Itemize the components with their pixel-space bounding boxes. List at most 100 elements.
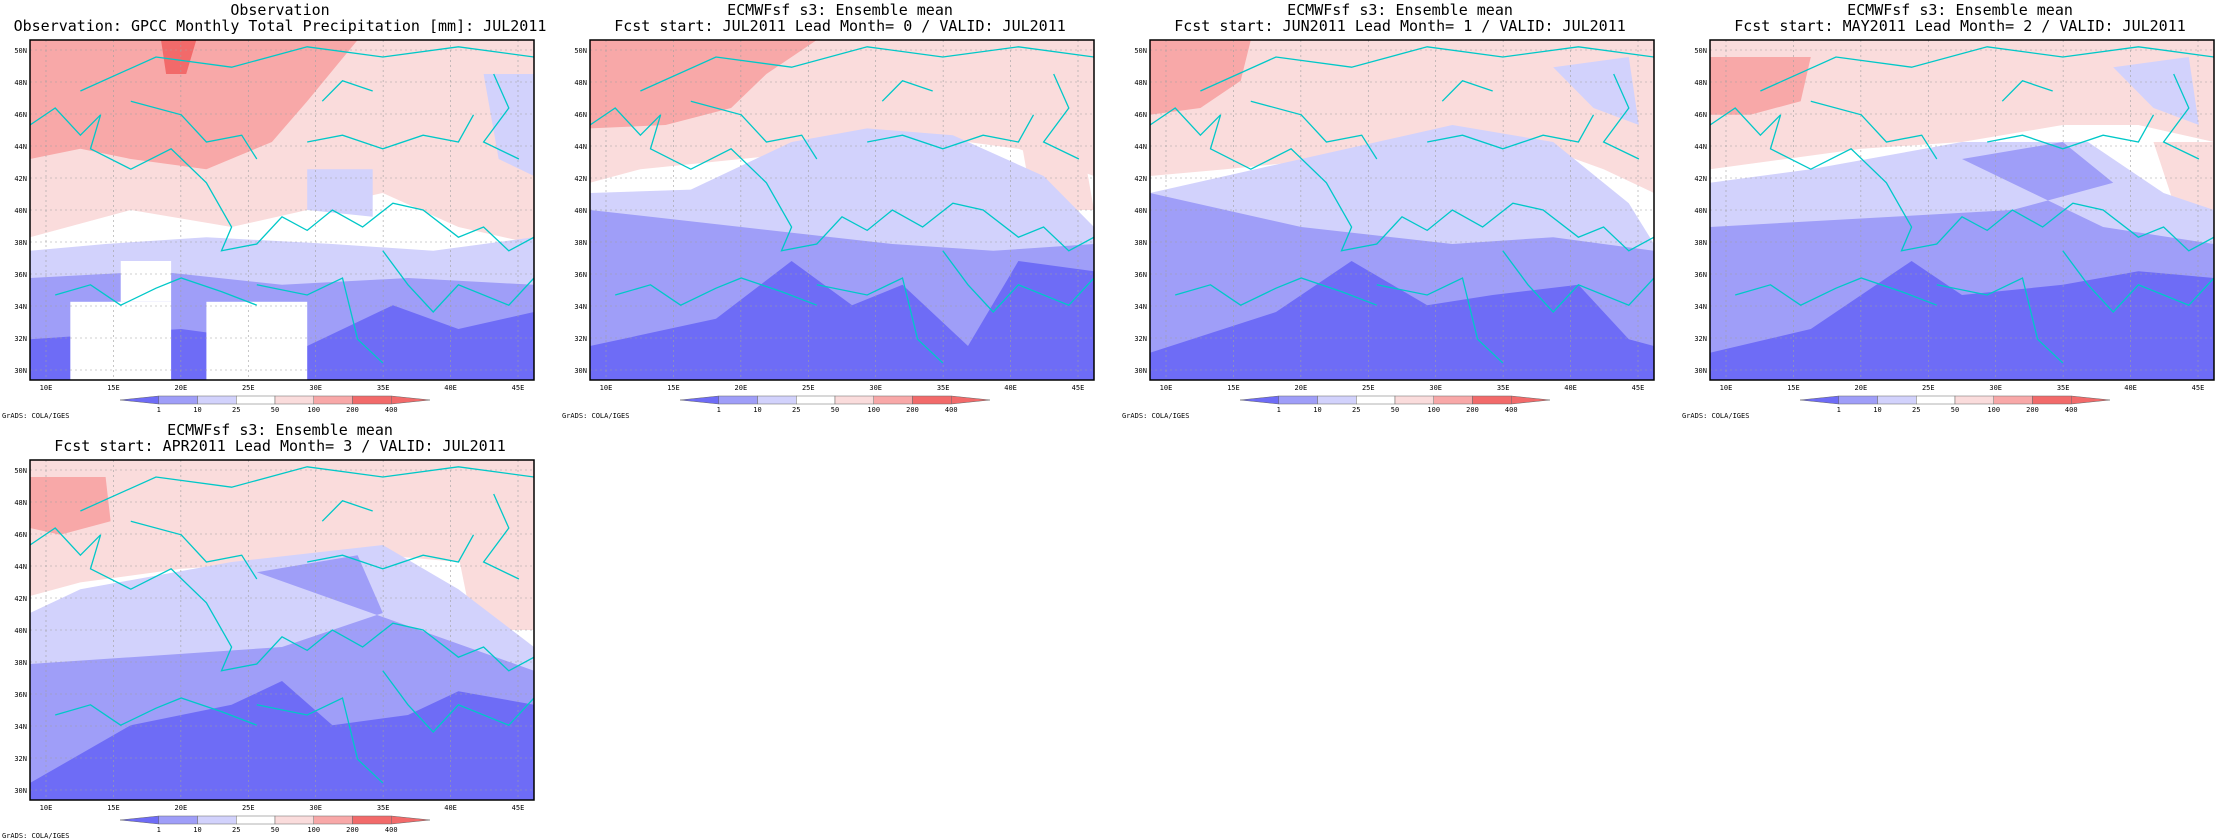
coastline <box>1441 80 1493 102</box>
lat-tick-label: 32N <box>1134 335 1147 343</box>
lat-tick-label: 38N <box>1134 239 1147 247</box>
map-panel: ECMWFsf s3: Ensemble mean Fcst start: APR… <box>0 420 560 840</box>
shaded-region <box>307 169 373 217</box>
lon-tick-label: 45E <box>512 804 525 812</box>
colorbar-segment <box>197 815 237 825</box>
colorbar-label: 50 <box>831 406 839 414</box>
lon-tick-label: 10E <box>1720 384 1733 392</box>
lon-tick-label: 10E <box>40 384 53 392</box>
shaded-region <box>161 40 197 74</box>
colorbar-segment <box>313 815 353 825</box>
colorbar-label: 400 <box>385 826 398 834</box>
colorbar-label: 50 <box>271 406 279 414</box>
lat-tick-label: 40N <box>14 207 27 215</box>
lon-tick-label: 15E <box>1227 384 1240 392</box>
lon-tick-label: 15E <box>107 804 120 812</box>
colorbar-segment <box>197 395 237 405</box>
colorbar-segment <box>1317 395 1357 405</box>
colorbar-label: 200 <box>346 826 359 834</box>
coastline <box>80 466 534 512</box>
shaded-region <box>1710 261 2214 380</box>
colorbar-segment <box>951 395 991 405</box>
lon-tick-label: 10E <box>1160 384 1173 392</box>
lat-tick-label: 30N <box>14 787 27 795</box>
shaded-region <box>30 460 534 596</box>
colorbar-label: 100 <box>1427 406 1440 414</box>
coastline <box>2062 250 2214 313</box>
lat-tick-label: 32N <box>14 755 27 763</box>
coastline <box>881 80 933 102</box>
lon-tick-label: 20E <box>175 384 188 392</box>
lat-tick-label: 50N <box>1694 47 1707 55</box>
lat-tick-label: 36N <box>14 691 27 699</box>
colorbar-label: 25 <box>232 406 240 414</box>
lat-tick-label: 50N <box>14 467 27 475</box>
grads-credit: GrADS: COLA/IGES <box>2 412 70 420</box>
colorbar-label: 400 <box>385 406 398 414</box>
colorbar-label: 1 <box>157 406 161 414</box>
colorbar-segment <box>1356 395 1396 405</box>
lat-tick-label: 30N <box>1694 367 1707 375</box>
colorbar-label: 10 <box>193 406 201 414</box>
coastline <box>1936 277 2064 364</box>
colorbar-label: 10 <box>1873 406 1881 414</box>
lat-tick-label: 50N <box>574 47 587 55</box>
grads-credit: GrADS: COLA/IGES <box>2 832 70 840</box>
lon-tick-label: 35E <box>377 804 390 812</box>
lat-tick-label: 44N <box>1134 143 1147 151</box>
lat-tick-label: 46N <box>1134 111 1147 119</box>
lat-tick-label: 40N <box>14 627 27 635</box>
coastline <box>1502 250 1654 313</box>
lat-tick-label: 32N <box>14 335 27 343</box>
lon-tick-label: 10E <box>600 384 613 392</box>
lat-tick-label: 44N <box>574 143 587 151</box>
colorbar-segment <box>236 395 276 405</box>
colorbar-segment <box>352 815 392 825</box>
coastline <box>55 277 258 306</box>
colorbar-segment <box>1472 395 1512 405</box>
panel-title: ECMWFsf s3: Ensemble mean <box>1847 1 2073 19</box>
lat-tick-label: 42N <box>1694 175 1707 183</box>
lon-tick-label: 25E <box>242 804 255 812</box>
lon-tick-label: 25E <box>802 384 815 392</box>
lon-tick-label: 45E <box>2192 384 2205 392</box>
coastline <box>1250 100 1378 160</box>
lat-tick-label: 42N <box>1134 175 1147 183</box>
colorbar-segment <box>718 395 758 405</box>
coastline <box>1760 46 2214 92</box>
colorbar-label: 25 <box>1352 406 1360 414</box>
coastline <box>321 80 373 102</box>
colorbar-segment <box>1954 395 1994 405</box>
colorbar-label: 25 <box>1912 406 1920 414</box>
lon-tick-label: 20E <box>175 804 188 812</box>
precipitation-map: 50N 48N 46N 44N 42N 40N 38N 36N 34N 32N 30N 10E 15E 2… <box>14 39 535 414</box>
lon-tick-label: 45E <box>512 384 525 392</box>
colorbar-label: 100 <box>1987 406 2000 414</box>
colorbar-label: 10 <box>753 406 761 414</box>
panel-title: ECMWFsf s3: Ensemble mean <box>727 1 953 19</box>
lat-tick-label: 48N <box>1134 79 1147 87</box>
coastline <box>867 114 1035 150</box>
map-panel: Observation Observation: GPCC Monthly Tot… <box>0 0 560 421</box>
lon-tick-label: 40E <box>444 804 457 812</box>
shaded-region <box>1150 261 1654 380</box>
lon-tick-label: 40E <box>2124 384 2137 392</box>
lat-tick-label: 46N <box>14 531 27 539</box>
colorbar-label: 100 <box>867 406 880 414</box>
lon-tick-label: 15E <box>667 384 680 392</box>
lat-tick-label: 40N <box>1694 207 1707 215</box>
lon-tick-label: 35E <box>2057 384 2070 392</box>
lat-tick-label: 46N <box>1694 111 1707 119</box>
precipitation-map: 50N 48N 46N 44N 42N 40N 38N 36N 34N 32N 30N 10E 15E 2… <box>1134 39 1655 414</box>
colorbar-label: 1 <box>157 826 161 834</box>
shaded-region <box>483 74 534 176</box>
lon-tick-label: 35E <box>937 384 950 392</box>
colorbar-segment <box>834 395 874 405</box>
colorbar-segment <box>1239 395 1279 405</box>
lat-tick-label: 32N <box>574 335 587 343</box>
coastline <box>1175 277 1378 306</box>
colorbar-label: 400 <box>945 406 958 414</box>
colorbar-segment <box>158 815 198 825</box>
colorbar-segment <box>391 395 431 405</box>
colorbar-label: 1 <box>717 406 721 414</box>
